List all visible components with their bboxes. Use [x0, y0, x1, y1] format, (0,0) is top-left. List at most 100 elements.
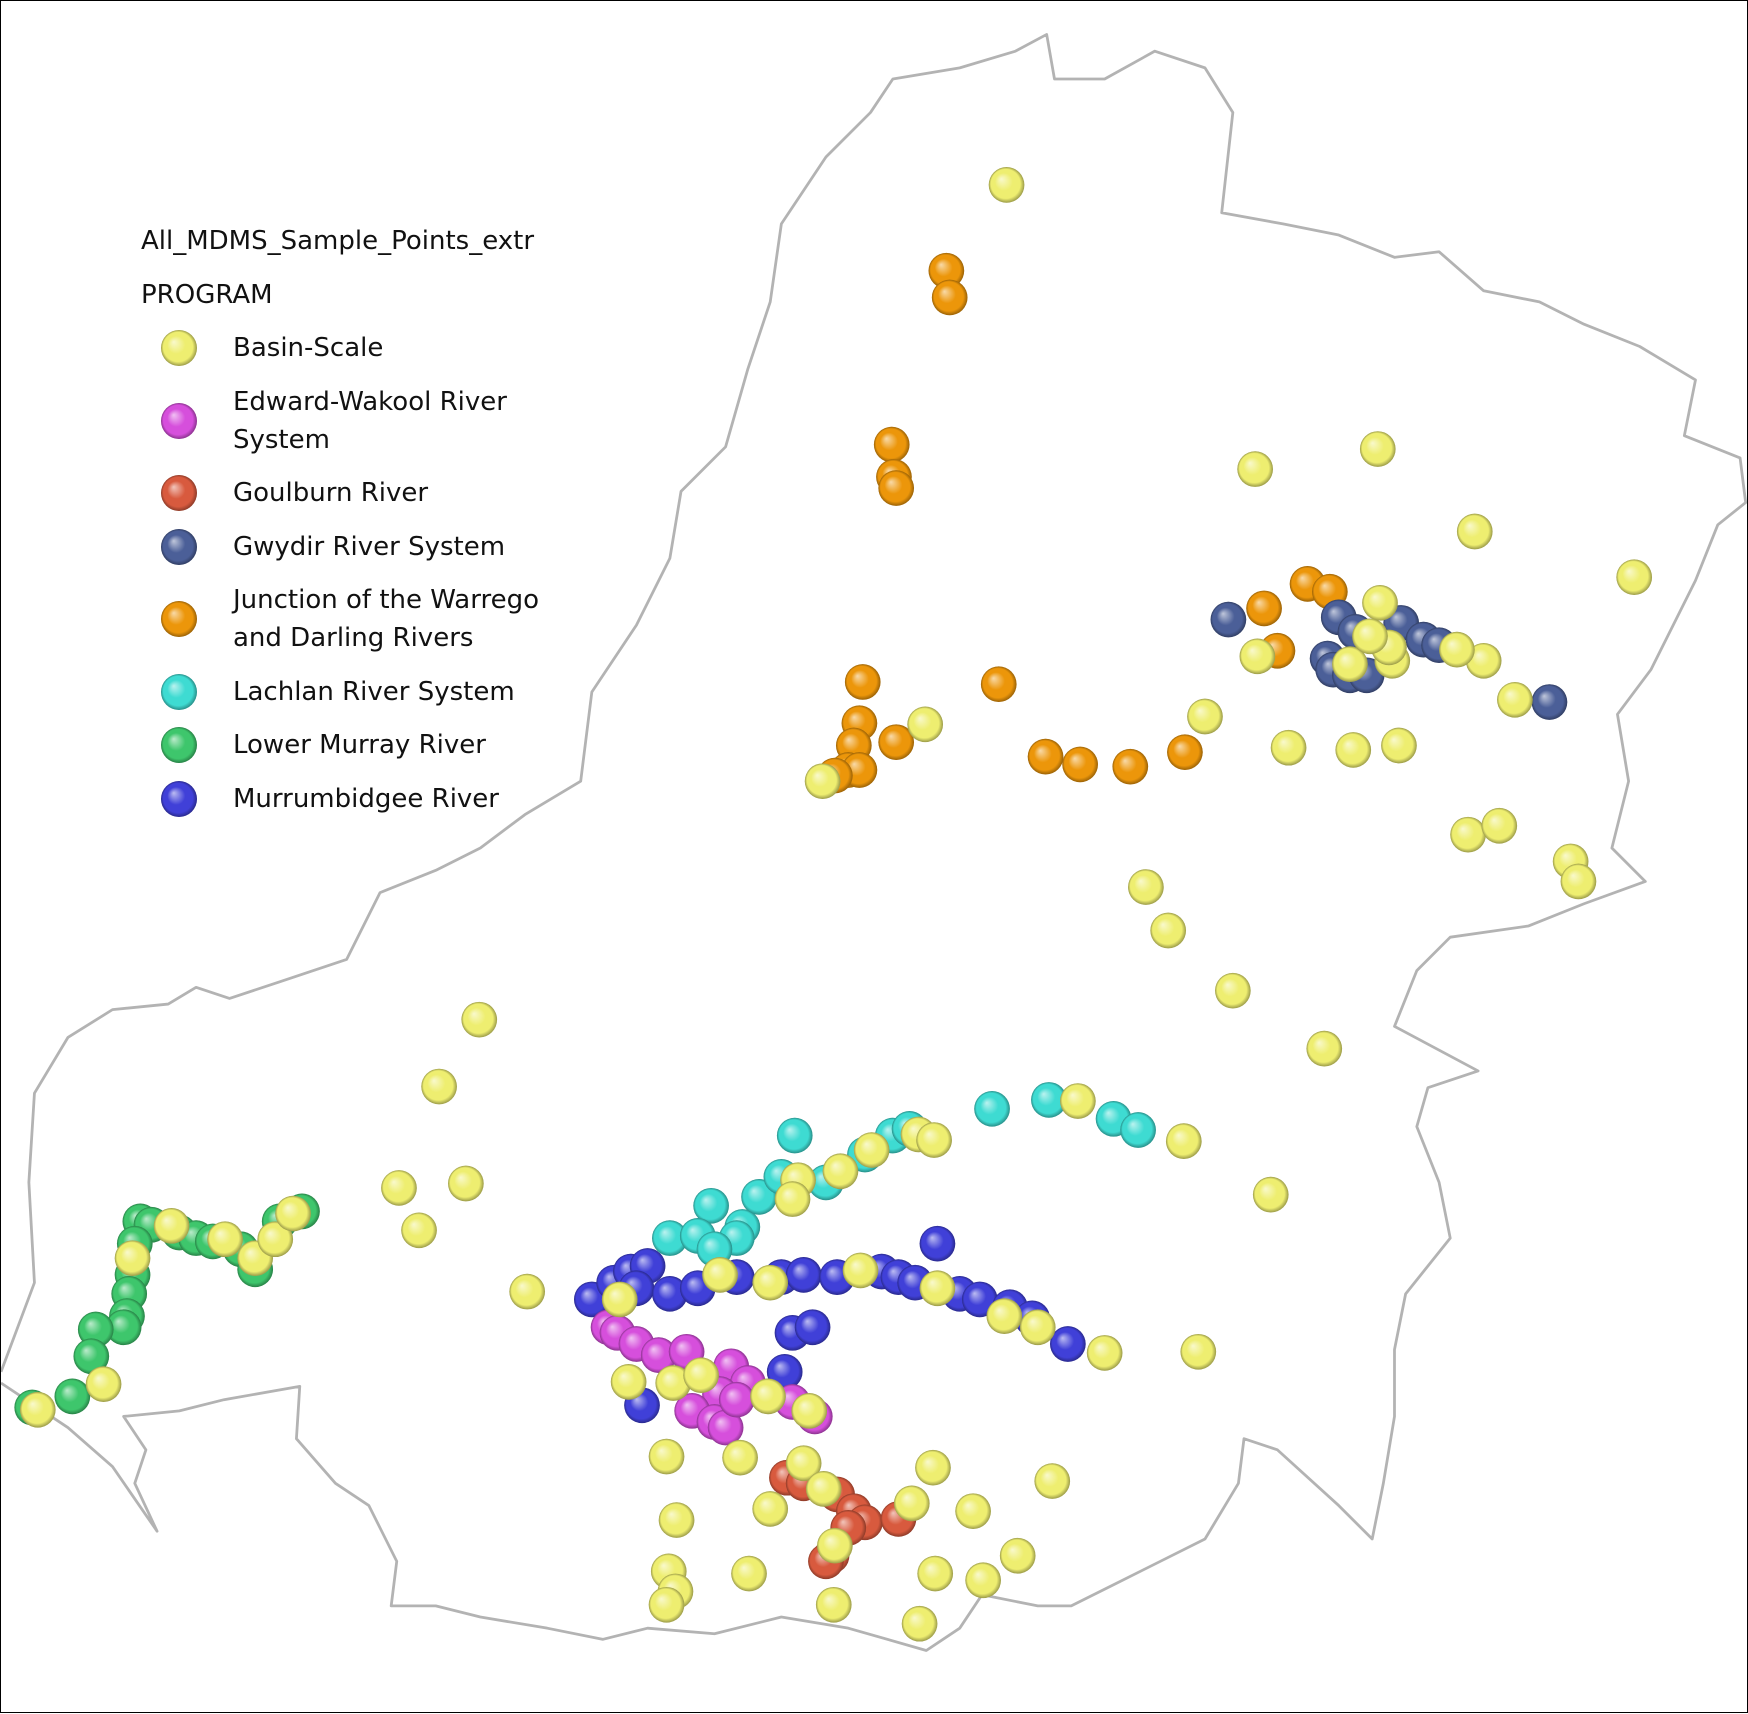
sample-point — [114, 1240, 151, 1276]
point-shine — [707, 1409, 744, 1446]
point-shine — [693, 1187, 729, 1224]
point-shine — [1252, 1176, 1289, 1213]
point-shine — [1086, 1335, 1123, 1371]
point-shine — [919, 1270, 956, 1307]
sample-point — [1439, 631, 1475, 668]
point-shine — [916, 1122, 952, 1158]
sample-point — [1497, 681, 1533, 718]
sample-point — [878, 470, 915, 506]
sample-point — [1187, 698, 1223, 735]
sample-point — [401, 1212, 437, 1249]
basin-boundary — [1, 33, 1748, 1652]
swatch-shine — [161, 780, 197, 817]
point-shine — [988, 167, 1025, 203]
point-shine — [73, 1338, 110, 1375]
sample-point — [853, 1132, 890, 1168]
sample-point — [731, 1555, 767, 1592]
sample-point — [873, 426, 910, 463]
legend-item: Goulburn River — [141, 474, 593, 512]
point-shine — [207, 1221, 243, 1258]
point-shine — [750, 1378, 786, 1415]
sample-point — [893, 1485, 930, 1522]
sample-point — [1306, 1030, 1343, 1067]
sample-point — [805, 1471, 842, 1507]
point-shine — [1112, 748, 1149, 785]
sample-point — [448, 1165, 484, 1202]
point-shine — [1362, 585, 1398, 621]
sample-point — [1165, 1123, 1202, 1159]
legend-label: Murrumbidgee River — [233, 783, 499, 814]
point-shine — [776, 1117, 813, 1154]
point-shine — [1616, 559, 1653, 596]
sample-point — [928, 252, 965, 289]
point-shine — [1180, 1333, 1217, 1370]
point-shine — [955, 1493, 991, 1529]
sample-point — [955, 1493, 991, 1529]
point-shine — [1456, 513, 1493, 550]
sample-point — [1481, 807, 1518, 844]
legend-item: Lower Murray River — [141, 726, 593, 764]
sample-point — [1237, 451, 1273, 487]
sample-point — [19, 1391, 56, 1428]
sample-point — [54, 1378, 91, 1415]
sample-point — [1150, 912, 1187, 949]
legend-swatch — [161, 601, 197, 637]
sample-point — [1246, 590, 1282, 627]
sample-point — [1450, 816, 1486, 853]
sample-point — [257, 1221, 294, 1258]
sample-point — [1050, 1326, 1086, 1362]
swatch-shine — [161, 330, 197, 366]
legend-item: Gwydir River System — [141, 528, 593, 566]
sample-point — [652, 1275, 688, 1312]
point-shine — [1019, 1309, 1056, 1346]
sample-point — [774, 1181, 811, 1217]
sample-point — [1270, 729, 1307, 766]
point-shine — [1120, 1112, 1156, 1148]
swatch-shine — [161, 475, 197, 511]
sample-point — [1362, 585, 1398, 621]
point-shine — [722, 1439, 758, 1476]
point-shine — [85, 1366, 122, 1402]
sample-point — [1031, 1082, 1067, 1118]
legend-item: Edward-Wakool River System — [141, 383, 593, 459]
point-shine — [153, 1208, 190, 1244]
point-shine — [1060, 1083, 1096, 1119]
legend-swatch — [161, 727, 197, 763]
swatch-shine — [161, 601, 197, 637]
sample-point — [1465, 642, 1502, 679]
sample-point — [750, 1378, 786, 1415]
point-shine — [1246, 590, 1282, 627]
sample-point — [1456, 513, 1493, 550]
point-shine — [640, 1337, 677, 1373]
legend-item: Lachlan River System — [141, 673, 593, 711]
point-shine — [1560, 863, 1597, 900]
point-shine — [401, 1212, 437, 1249]
point-shine — [805, 1471, 842, 1507]
point-shine — [1150, 912, 1187, 949]
point-shine — [907, 706, 944, 743]
sample-point — [842, 1252, 879, 1289]
point-shine — [718, 1381, 755, 1418]
sample-point — [610, 1364, 647, 1400]
point-shine — [1215, 972, 1251, 1009]
point-shine — [421, 1068, 457, 1105]
point-shine — [448, 1165, 484, 1202]
point-shine — [1439, 631, 1475, 668]
sample-point — [1034, 1463, 1071, 1499]
sample-point — [988, 167, 1025, 203]
swatch-shine — [161, 727, 197, 763]
sample-point — [85, 1366, 122, 1402]
point-shine — [974, 1090, 1010, 1127]
sample-point — [640, 1337, 677, 1373]
sample-point — [1167, 734, 1203, 771]
point-shine — [1352, 618, 1388, 655]
point-shine — [1306, 1030, 1343, 1067]
point-shine — [986, 1298, 1023, 1334]
sample-point — [1060, 1083, 1096, 1119]
point-shine — [1359, 431, 1396, 467]
point-shine — [1450, 816, 1486, 853]
sample-point — [1120, 1112, 1156, 1148]
sample-point — [105, 1309, 142, 1346]
point-shine — [965, 1562, 1001, 1599]
